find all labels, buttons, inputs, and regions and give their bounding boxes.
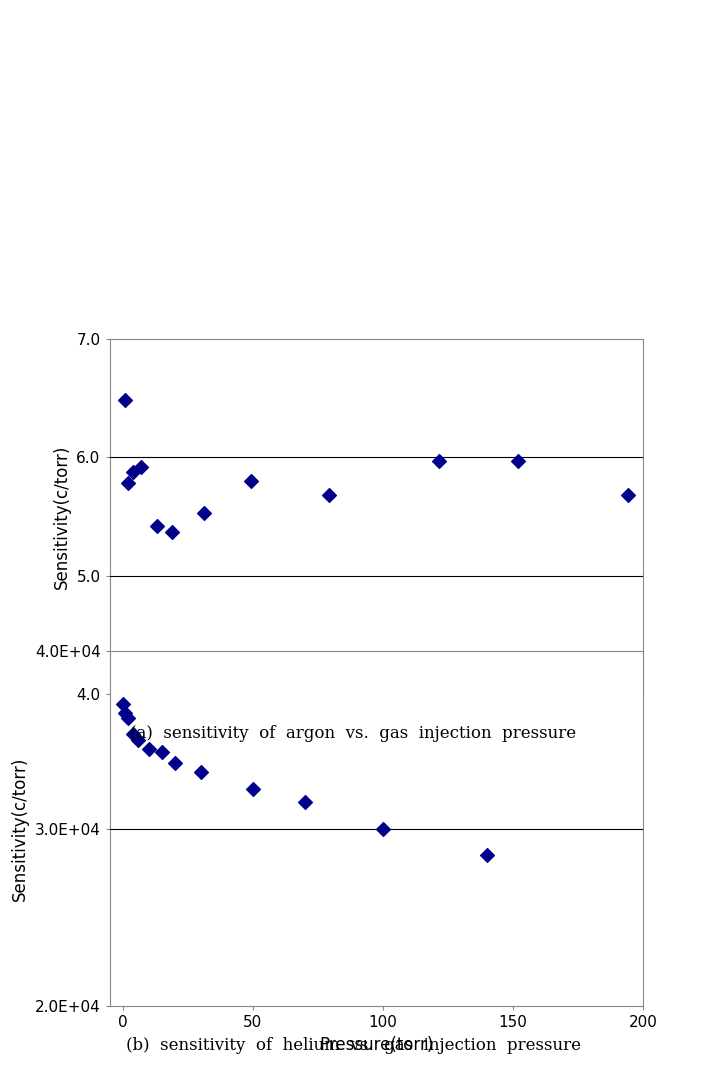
Point [512, 452, 523, 469]
X-axis label: Pressure(torr): Pressure(torr) [320, 1035, 433, 1053]
Point [481, 847, 493, 864]
Point [135, 458, 146, 476]
Point [198, 505, 209, 522]
Point [167, 523, 178, 540]
Point [133, 732, 144, 749]
Point [156, 744, 168, 761]
Point [143, 740, 154, 758]
Point [245, 472, 257, 490]
Point [119, 392, 131, 409]
Point [195, 763, 206, 780]
Point [378, 820, 389, 837]
Text: (a)  sensitivity  of  argon  vs.  gas  injection  pressure: (a) sensitivity of argon vs. gas injecti… [130, 725, 577, 742]
X-axis label: Pressure(torr): Pressure(torr) [320, 723, 433, 741]
Point [122, 710, 134, 727]
Point [151, 518, 163, 535]
Point [127, 726, 139, 744]
Point [169, 754, 180, 771]
Point [123, 475, 134, 492]
Point [117, 695, 128, 712]
Y-axis label: Sensitivity(c/torr): Sensitivity(c/torr) [53, 444, 71, 589]
Point [299, 793, 310, 810]
Point [127, 463, 139, 480]
Point [324, 486, 335, 504]
Point [119, 705, 131, 722]
Point [622, 486, 633, 504]
Text: (b)  sensitivity  of  helium  vs.  gas  injection  pressure: (b) sensitivity of helium vs. gas inject… [126, 1037, 581, 1054]
Y-axis label: Sensitivity(c/torr): Sensitivity(c/torr) [11, 756, 29, 901]
Point [433, 452, 445, 469]
Point [247, 781, 259, 798]
